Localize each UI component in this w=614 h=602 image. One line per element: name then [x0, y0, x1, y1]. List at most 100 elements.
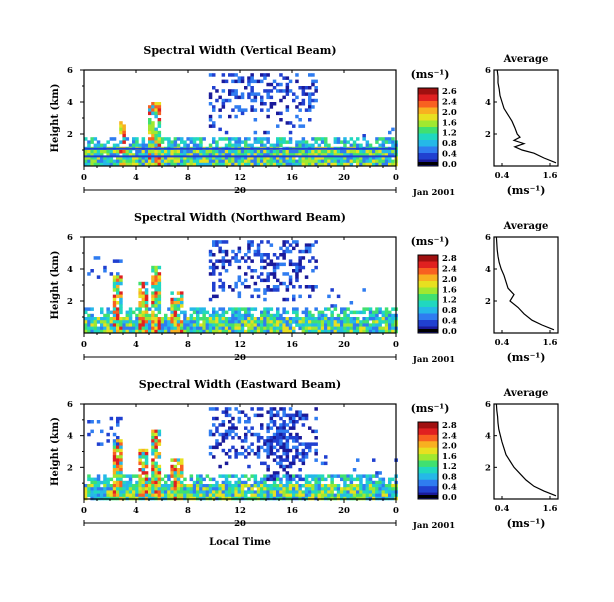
heatmap-cell — [295, 448, 299, 453]
heatmap-cell — [279, 137, 283, 141]
heatmap-cell — [388, 310, 392, 315]
heatmap-cell — [269, 262, 274, 267]
heatmap-cell — [256, 448, 261, 453]
heatmap-cell — [109, 272, 114, 276]
heatmap-cell — [116, 416, 120, 421]
heatmap-cell — [295, 150, 299, 154]
colorbar-swatch — [418, 127, 438, 134]
heatmap-cell — [272, 477, 277, 482]
heatmap-cell — [276, 484, 280, 488]
heatmap-cell — [112, 304, 117, 308]
heatmap-cell — [314, 307, 318, 311]
heatmap-cell — [112, 310, 117, 315]
heatmap-cell — [119, 124, 123, 128]
heatmap-cell — [154, 301, 158, 305]
heatmap-cell — [215, 487, 219, 491]
heatmap-cell — [100, 317, 104, 321]
heatmap-cell — [208, 124, 213, 128]
heatmap-cell — [340, 156, 344, 160]
heatmap-cell — [170, 471, 174, 475]
heatmap-cell — [391, 140, 395, 144]
x-tick-label: 0 — [81, 340, 87, 350]
heatmap-cell — [308, 153, 312, 157]
heatmap-cell — [228, 326, 232, 331]
heatmap-cell — [176, 490, 181, 494]
heatmap-cell — [228, 156, 232, 160]
heatmap-cell — [132, 156, 136, 160]
heatmap-cell — [250, 259, 254, 263]
heatmap-cell — [362, 320, 366, 324]
panel-3: Spectral Width (Eastward Beam)642Height … — [50, 378, 559, 548]
heatmap-cell — [391, 159, 395, 164]
heatmap-cell — [333, 323, 338, 327]
heatmap-cell — [247, 243, 251, 247]
heatmap-cell — [276, 111, 280, 116]
heatmap-cell — [90, 429, 94, 434]
heatmap-cell — [141, 150, 146, 154]
heatmap-cell — [266, 423, 270, 427]
heatmap-cell — [295, 265, 299, 270]
heatmap-cell — [135, 329, 139, 334]
heatmap-cell — [144, 313, 149, 318]
heatmap-cell — [228, 137, 232, 141]
heatmap-cell — [192, 137, 197, 141]
heatmap-cell — [157, 323, 162, 327]
heatmap-cell — [263, 477, 267, 482]
heatmap-cell — [151, 317, 155, 321]
heatmap-cell — [192, 140, 197, 144]
heatmap-cell — [148, 162, 152, 167]
heatmap-cell — [340, 307, 344, 311]
heatmap-cell — [263, 442, 267, 446]
heatmap-cell — [298, 323, 302, 327]
heatmap-cell — [250, 326, 254, 331]
heatmap-cell — [272, 423, 277, 427]
heatmap-cell — [228, 448, 232, 453]
heatmap-cell — [96, 153, 101, 157]
heatmap-cell — [234, 95, 238, 100]
colorbar-swatch — [418, 107, 438, 115]
heatmap-cell — [221, 313, 226, 318]
heatmap-cell — [304, 307, 309, 311]
heatmap-cell — [304, 442, 309, 446]
heatmap-cell — [240, 79, 245, 84]
heatmap-cell — [266, 313, 270, 318]
heatmap-cell — [151, 445, 155, 450]
panel-title: Spectral Width (Eastward Beam) — [139, 378, 341, 391]
heatmap-cell — [228, 320, 232, 324]
heatmap-cell — [381, 484, 386, 488]
average-x-tick-label: 0.4 — [495, 338, 510, 348]
heatmap-cell — [221, 256, 226, 260]
heatmap-cell — [135, 162, 139, 167]
heatmap-cell — [304, 162, 309, 167]
heatmap-cell — [212, 162, 216, 167]
heatmap-cell — [282, 410, 286, 414]
heatmap-cell — [135, 159, 139, 164]
heatmap-cell — [298, 118, 302, 122]
heatmap-cell — [202, 329, 206, 334]
heatmap-cell — [247, 310, 251, 315]
heatmap-cell — [215, 313, 219, 318]
heatmap-cell — [298, 269, 302, 273]
heatmap-cell — [324, 490, 328, 494]
heatmap-cell — [144, 143, 149, 148]
heatmap-cell — [269, 313, 274, 318]
heatmap-cell — [372, 162, 376, 167]
heatmap-cell — [301, 156, 306, 160]
heatmap-cell — [141, 452, 146, 456]
heatmap-cell — [132, 143, 136, 148]
heatmap-cell — [135, 143, 139, 148]
heatmap-cell — [336, 474, 341, 478]
heatmap-cell — [116, 493, 120, 498]
heatmap-cell — [240, 326, 245, 331]
heatmap-cell — [356, 484, 360, 488]
heatmap-cell — [256, 288, 261, 292]
heatmap-cell — [288, 156, 293, 160]
heatmap-cell — [260, 461, 264, 466]
heatmap-cell — [304, 477, 309, 482]
heatmap-cell — [90, 137, 94, 141]
heatmap-cell — [244, 137, 248, 141]
heatmap-cell — [263, 490, 267, 494]
heatmap-cell — [100, 429, 104, 434]
heatmap-cell — [247, 445, 251, 450]
colorbar-swatch — [418, 133, 438, 141]
